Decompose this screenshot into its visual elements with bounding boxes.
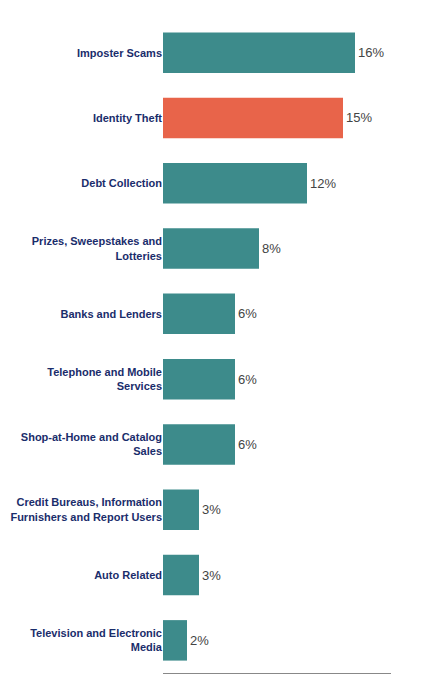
svg-text:12%: 12%	[310, 176, 336, 191]
svg-text:Identity Theft: Identity Theft	[93, 112, 162, 124]
svg-text:15%: 15%	[346, 110, 372, 125]
svg-text:Credit Bureaus, InformationFur: Credit Bureaus, InformationFurnishers an…	[10, 496, 162, 522]
svg-text:Shop-at-Home and CatalogSales: Shop-at-Home and CatalogSales	[21, 431, 162, 457]
svg-text:Banks and Lenders: Banks and Lenders	[61, 308, 162, 320]
svg-text:6%: 6%	[238, 437, 257, 452]
svg-text:6%: 6%	[238, 306, 257, 321]
svg-text:3%: 3%	[202, 502, 221, 517]
svg-text:8%: 8%	[262, 241, 281, 256]
svg-text:Telephone and MobileServices: Telephone and MobileServices	[47, 366, 162, 392]
svg-text:6%: 6%	[238, 372, 257, 387]
svg-text:3%: 3%	[202, 568, 221, 583]
svg-text:Auto Related: Auto Related	[94, 569, 162, 581]
svg-text:Television and ElectronicMedia: Television and ElectronicMedia	[30, 627, 163, 653]
svg-text:2%: 2%	[190, 633, 209, 648]
svg-text:Prizes, Sweepstakes andLotteri: Prizes, Sweepstakes andLotteries	[32, 235, 162, 261]
svg-text:Debt Collection: Debt Collection	[81, 177, 162, 189]
svg-text:16%: 16%	[358, 45, 384, 60]
svg-text:Imposter Scams: Imposter Scams	[77, 47, 162, 59]
